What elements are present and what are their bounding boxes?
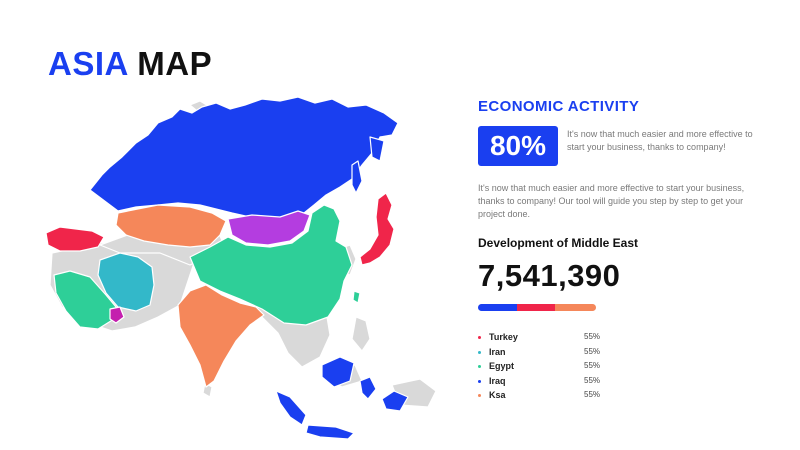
turkey-region bbox=[45, 226, 105, 252]
legend-name: Ksa bbox=[489, 390, 506, 400]
sumatra-region bbox=[275, 390, 307, 426]
asia-map bbox=[45, 96, 437, 440]
philippines-landmass bbox=[351, 316, 371, 352]
legend-item-iraq: Iraq 55% bbox=[478, 375, 606, 390]
borneo-region bbox=[321, 356, 355, 388]
oman-region bbox=[109, 306, 125, 324]
legend-dot-icon bbox=[478, 379, 481, 383]
title-word-map: MAP bbox=[137, 45, 213, 82]
legend-item-iran: Iran 55% bbox=[478, 346, 606, 361]
sakhalin-region bbox=[351, 160, 363, 194]
russia-region bbox=[89, 96, 399, 222]
sulawesi-region bbox=[359, 376, 377, 400]
papua-indonesia-region bbox=[381, 390, 409, 412]
taiwan-region bbox=[352, 290, 361, 304]
progress-segment-3 bbox=[554, 304, 596, 311]
china-region bbox=[189, 204, 353, 326]
kamchatka-region bbox=[369, 136, 385, 162]
progress-segment-1 bbox=[478, 304, 517, 311]
india-region bbox=[177, 284, 265, 388]
japan-region bbox=[359, 192, 395, 266]
legend-list: Turkey 55% Iran 55% Egypt 55% Iraq 55% K… bbox=[478, 331, 606, 404]
legend-value: 55% bbox=[584, 332, 601, 341]
legend-dot-icon bbox=[478, 394, 481, 397]
development-progress-bar bbox=[478, 304, 596, 311]
legend-value: 55% bbox=[584, 346, 601, 356]
percent-badge: 80% bbox=[478, 126, 558, 166]
legend-value: 55% bbox=[584, 361, 601, 370]
legend-name: Iraq bbox=[489, 375, 506, 386]
legend-dot-icon bbox=[478, 365, 481, 368]
legend-name: Turkey bbox=[489, 332, 518, 342]
progress-segment-2 bbox=[516, 304, 555, 311]
title-word-asia: ASIA bbox=[48, 45, 128, 82]
legend-value: 55% bbox=[584, 375, 601, 385]
percent-stat-row: 80% It's now that much easier and more e… bbox=[478, 126, 778, 170]
mongolia-region bbox=[227, 210, 311, 246]
page-title: ASIA MAP bbox=[48, 44, 212, 84]
percent-description: It's now that much easier and more effec… bbox=[567, 129, 753, 152]
development-value: 7,541,390 bbox=[478, 258, 621, 293]
legend-item-turkey: Turkey 55% bbox=[478, 331, 606, 346]
legend-name: Egypt bbox=[489, 361, 515, 371]
iran-region bbox=[97, 252, 155, 312]
kazakhstan-region bbox=[115, 204, 227, 248]
economic-activity-heading: ECONOMIC ACTIVITY bbox=[478, 98, 640, 115]
legend-item-ksa: Ksa 55% bbox=[478, 389, 606, 404]
java-region bbox=[305, 424, 355, 440]
legend-name: Iran bbox=[489, 346, 506, 357]
legend-dot-icon bbox=[478, 336, 481, 339]
legend-value: 55% bbox=[584, 390, 601, 399]
info-panel: ECONOMIC ACTIVITY 80% It's now that much… bbox=[478, 98, 778, 420]
legend-dot-icon bbox=[478, 350, 481, 354]
economic-body-text: It's now that much easier and more effec… bbox=[478, 183, 745, 219]
development-heading: Development of Middle East bbox=[478, 236, 639, 250]
legend-item-egypt: Egypt 55% bbox=[478, 360, 606, 375]
